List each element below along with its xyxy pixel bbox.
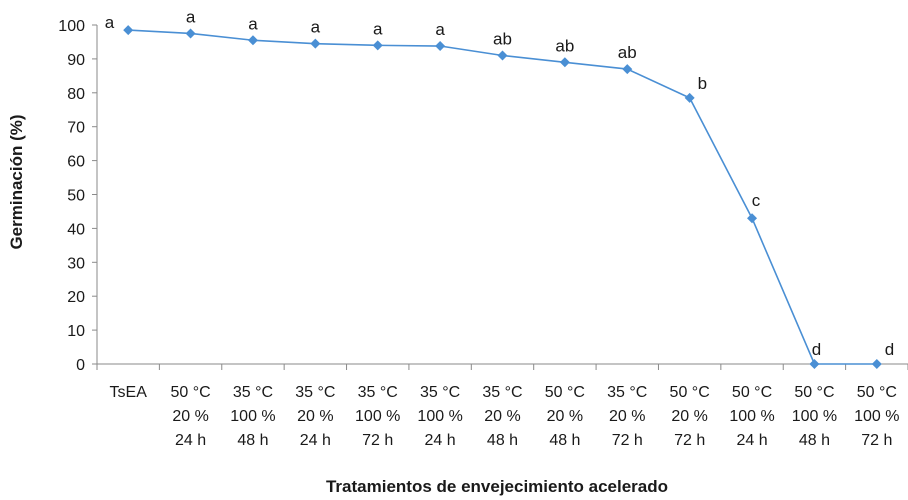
y-tick-label: 100	[58, 18, 85, 35]
x-tick-label: 50 °C 20 % 24 h	[170, 384, 210, 449]
data-point	[185, 28, 196, 39]
x-axis-title: Tratamientos de envejecimiento acelerado	[326, 477, 668, 496]
data-label: a	[311, 18, 321, 37]
x-tick-label: 50 °C 100 % 24 h	[729, 384, 774, 449]
x-tick-label: 35 °C 100 % 24 h	[417, 384, 462, 449]
data-point	[684, 92, 695, 103]
x-tick-label: 35 °C 100 % 72 h	[355, 384, 400, 449]
x-tick-label: TsEA	[110, 384, 148, 401]
x-tick-label: 50 °C 20 % 48 h	[545, 384, 585, 449]
data-label: ab	[618, 43, 637, 62]
data-label: a	[186, 7, 196, 26]
x-tick-label: 35 °C 20 % 48 h	[482, 384, 522, 449]
data-point	[559, 57, 570, 68]
data-point	[809, 359, 820, 369]
data-label: a	[105, 13, 115, 32]
y-tick-label: 50	[67, 188, 85, 205]
y-tick-label: 0	[76, 357, 85, 374]
data-label: c	[752, 191, 761, 210]
data-label: ab	[555, 36, 574, 55]
y-axis-title: Germinación (%)	[7, 114, 26, 249]
data-label: d	[885, 340, 894, 359]
data-point	[497, 50, 508, 61]
data-label: a	[435, 20, 445, 39]
data-label: a	[248, 14, 258, 33]
data-label: b	[698, 74, 707, 93]
data-point	[747, 213, 758, 224]
y-tick-label: 40	[67, 221, 85, 238]
data-point	[871, 359, 882, 369]
y-tick-label: 20	[67, 289, 85, 306]
data-point	[372, 40, 383, 51]
y-tick-label: 10	[67, 323, 85, 340]
data-label: a	[373, 19, 383, 38]
x-tick-label: 35 °C 100 % 48 h	[230, 384, 275, 449]
data-point	[247, 35, 258, 46]
y-tick-label: 60	[67, 154, 85, 171]
data-label: d	[812, 340, 821, 359]
x-tick-label: 50 °C 100 % 72 h	[854, 384, 899, 449]
data-label: ab	[493, 30, 512, 49]
x-tick-label: 50 °C 100 % 48 h	[792, 384, 837, 449]
data-point	[435, 41, 446, 52]
y-tick-label: 30	[67, 255, 85, 272]
series-line	[128, 29, 877, 365]
data-point	[310, 38, 321, 49]
x-tick-label: 35 °C 20 % 24 h	[295, 384, 335, 449]
x-tick-label: 35 °C 20 % 72 h	[607, 384, 647, 449]
y-tick-label: 90	[67, 52, 85, 69]
y-tick-label: 70	[67, 120, 85, 137]
data-point	[622, 64, 633, 75]
x-tick-label: 50 °C 20 % 72 h	[670, 384, 710, 449]
data-point	[123, 25, 134, 36]
y-tick-label: 80	[67, 86, 85, 103]
